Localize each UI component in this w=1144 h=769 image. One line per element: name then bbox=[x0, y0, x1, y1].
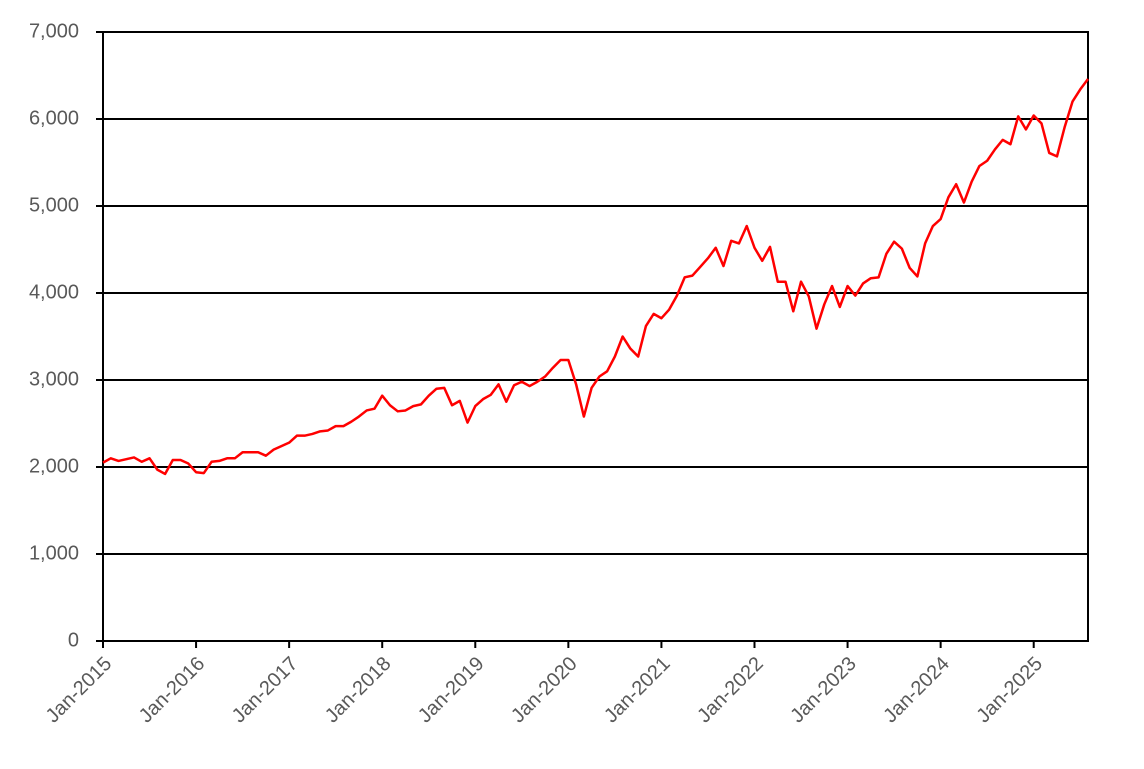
x-tick-label: Jan-2022 bbox=[693, 653, 768, 728]
x-tick-label: Jan-2015 bbox=[42, 653, 117, 728]
price-line bbox=[102, 78, 1090, 476]
x-tick-label: Jan-2021 bbox=[600, 653, 675, 728]
y-tick-label: 4,000 bbox=[29, 281, 79, 303]
y-tick-label: 2,000 bbox=[29, 455, 79, 477]
y-tick-label: 1,000 bbox=[29, 542, 79, 564]
x-tick-label: Jan-2023 bbox=[786, 653, 861, 728]
x-tick-label: Jan-2016 bbox=[135, 653, 210, 728]
plot-frame bbox=[102, 31, 1089, 642]
y-tick-label: 0 bbox=[68, 629, 79, 651]
x-tick-label: Jan-2020 bbox=[507, 653, 582, 728]
y-tick-label: 5,000 bbox=[29, 194, 79, 216]
x-tick-label: Jan-2025 bbox=[972, 653, 1047, 728]
x-tick-label: Jan-2017 bbox=[228, 653, 303, 728]
y-tick-label: 7,000 bbox=[29, 20, 79, 42]
x-tick-label: Jan-2019 bbox=[414, 653, 489, 728]
x-tick-label: Jan-2024 bbox=[879, 653, 954, 728]
x-tick-label: Jan-2018 bbox=[321, 653, 396, 728]
y-tick-label: 6,000 bbox=[29, 107, 79, 129]
y-tick-label: 3,000 bbox=[29, 368, 79, 390]
